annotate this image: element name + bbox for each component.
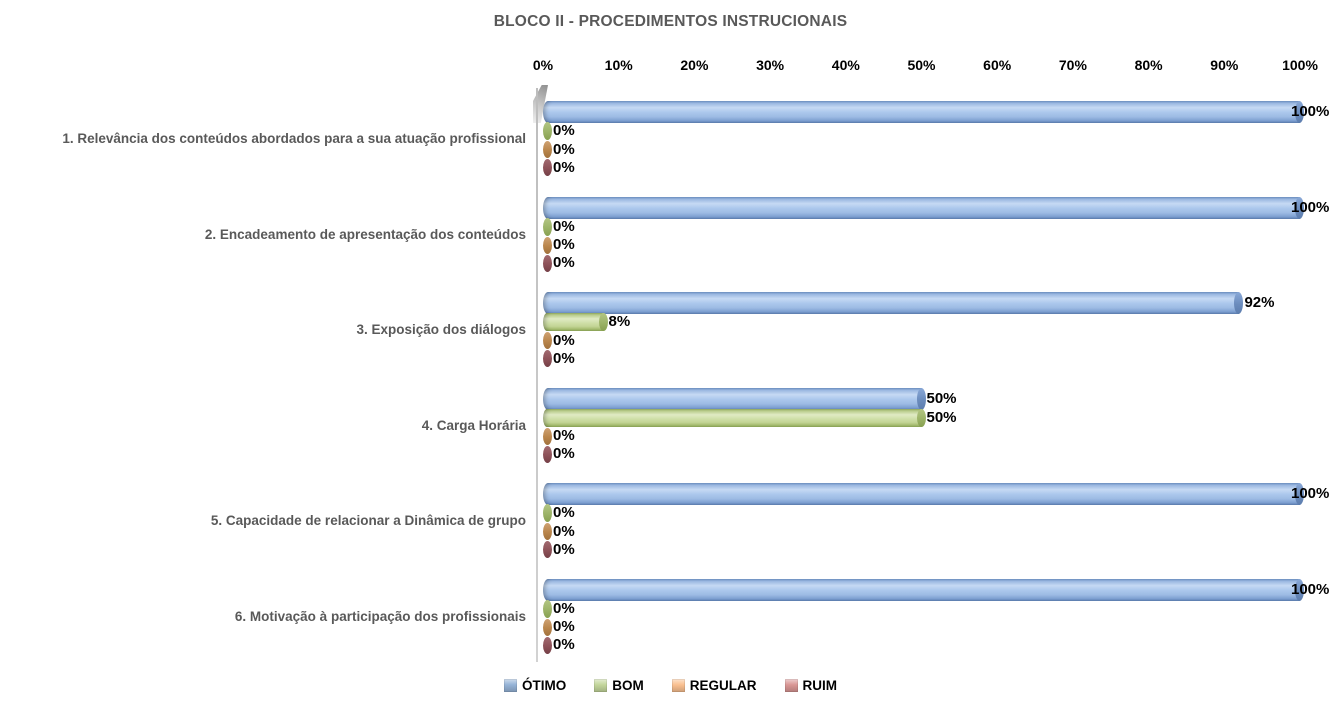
- legend-marker-icon: [594, 679, 608, 692]
- zero-bar-cap-regular: [543, 618, 552, 636]
- data-label: 92%: [1244, 294, 1275, 311]
- category-label: 1. Relevância dos conteúdos abordados pa…: [62, 131, 526, 146]
- data-label: 0%: [553, 236, 575, 253]
- data-label: 0%: [553, 427, 575, 444]
- data-label: 0%: [553, 349, 575, 367]
- category-label: 2. Encadeamento de apresentação dos cont…: [204, 226, 526, 242]
- legend-label: REGULAR: [689, 678, 757, 693]
- legend-marker-icon: [784, 679, 798, 692]
- bar-ótimo: [543, 101, 1304, 123]
- legend-item-bom: BOM: [594, 678, 644, 693]
- zero-bar-cap-ruim: [543, 445, 552, 463]
- x-axis-tick: 0%: [532, 57, 554, 73]
- data-label: 50%: [926, 408, 957, 426]
- data-label: 100%: [1291, 198, 1330, 216]
- data-label: 0%: [553, 158, 575, 176]
- category-label: 6. Motivação à participação dos profissi…: [234, 608, 526, 624]
- zero-bar-cap-ruim: [543, 541, 552, 558]
- data-label: 0%: [553, 254, 575, 271]
- legend-marker-icon: [671, 679, 685, 692]
- chart-title: BLOCO II - PROCEDIMENTOS INSTRUCIONAIS: [493, 13, 848, 30]
- data-label: 0%: [553, 618, 575, 635]
- bar-bom: [543, 408, 926, 427]
- legend-item-ótimo: ÓTIMO: [504, 678, 566, 693]
- data-label: 0%: [553, 217, 575, 235]
- zero-bar-cap-regular: [543, 141, 552, 158]
- legend-item-ruim: RUIM: [784, 678, 838, 693]
- category-label: 5. Capacidade de relacionar a Dinâmica d…: [210, 513, 526, 528]
- bar-end-cap: [598, 313, 608, 331]
- x-axis-tick: 10%: [604, 57, 633, 73]
- data-label: 0%: [553, 540, 575, 558]
- zero-bar-cap-bom: [543, 504, 552, 522]
- x-axis-tick: 50%: [907, 57, 936, 73]
- zero-bar-cap-ruim: [543, 636, 552, 654]
- bar-end-cap: [916, 387, 926, 410]
- legend-item-regular: REGULAR: [671, 678, 757, 693]
- x-axis-tick: 100%: [1282, 57, 1318, 73]
- zero-bar-cap-bom: [543, 122, 552, 140]
- bar-end-cap: [1295, 196, 1304, 219]
- category-label: 4. Carga Horária: [421, 417, 526, 433]
- data-label: 0%: [553, 140, 575, 158]
- zero-bar-cap-ruim: [543, 350, 552, 367]
- bar-ótimo: [543, 292, 1244, 314]
- x-axis-tick: 60%: [983, 57, 1012, 73]
- zero-bar-cap-bom: [543, 599, 552, 618]
- legend-marker-icon: [504, 679, 517, 692]
- data-label: 0%: [553, 122, 575, 139]
- data-label: 0%: [553, 504, 575, 521]
- x-axis-tick: 30%: [756, 57, 785, 73]
- x-axis-tick: 90%: [1210, 57, 1239, 73]
- data-label: 50%: [926, 389, 957, 407]
- bar-ótimo: [543, 387, 926, 410]
- legend-label: ÓTIMO: [522, 678, 567, 693]
- data-label: 0%: [553, 331, 575, 349]
- bar-end-cap: [1234, 292, 1244, 314]
- data-label: 0%: [553, 636, 575, 653]
- bar-ótimo: [543, 196, 1304, 219]
- bar-ótimo: [543, 483, 1304, 505]
- data-label: 100%: [1291, 103, 1330, 120]
- data-label: 8%: [608, 313, 631, 330]
- data-label: 100%: [1291, 485, 1330, 502]
- legend-label: RUIM: [802, 678, 838, 693]
- x-axis-tick: 20%: [680, 57, 709, 73]
- legend: ÓTIMO BOM REGULAR RUIM: [0, 678, 1341, 693]
- zero-bar-cap-regular: [543, 332, 552, 349]
- x-axis-tick: 70%: [1058, 57, 1087, 73]
- zero-bar-cap-regular: [543, 523, 552, 540]
- bar-bom: [543, 313, 608, 331]
- zero-bar-cap-regular: [543, 236, 552, 254]
- x-axis-tick: 40%: [831, 57, 860, 73]
- bar-end-cap: [916, 408, 926, 427]
- x-axis-tick: 80%: [1134, 57, 1163, 73]
- category-label: 3. Exposição dos diálogos: [356, 322, 526, 337]
- data-label: 0%: [553, 599, 575, 617]
- zero-bar-cap-ruim: [543, 159, 552, 176]
- bar-end-cap: [1295, 101, 1304, 123]
- bar-end-cap: [1295, 578, 1304, 601]
- chart-axis-wall: [536, 88, 538, 662]
- data-label: 0%: [553, 522, 575, 540]
- data-label: 0%: [553, 445, 575, 462]
- zero-bar-cap-bom: [543, 217, 552, 236]
- bar-end-cap: [1295, 483, 1304, 505]
- bar-ótimo: [543, 578, 1304, 601]
- data-label: 100%: [1291, 580, 1330, 598]
- zero-bar-cap-ruim: [543, 254, 552, 272]
- legend-label: BOM: [612, 678, 644, 693]
- zero-bar-cap-regular: [543, 427, 552, 445]
